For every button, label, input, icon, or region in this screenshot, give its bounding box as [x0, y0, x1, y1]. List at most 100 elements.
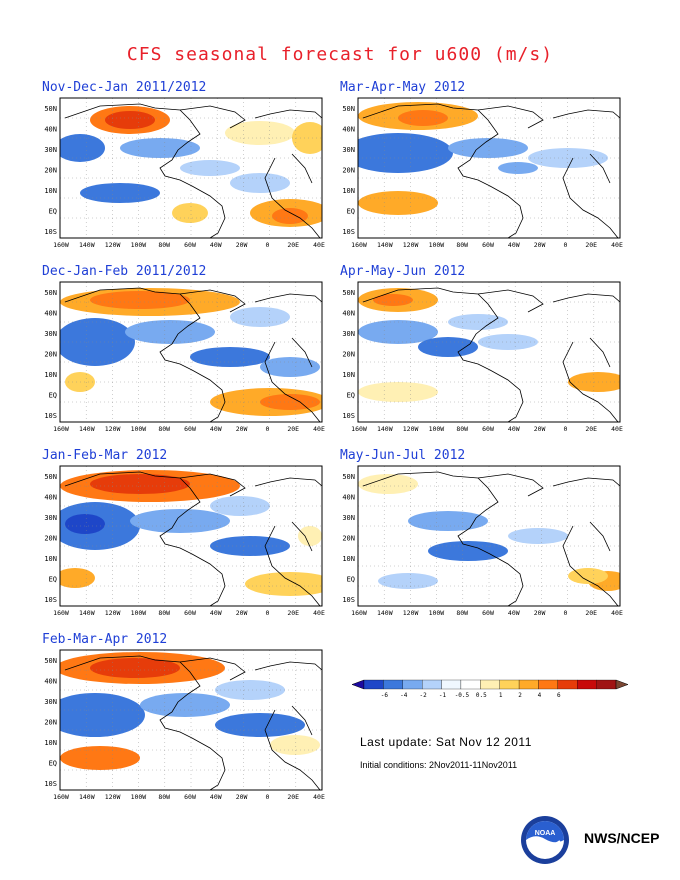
- coastline: [254, 293, 322, 303]
- lat-label: 40N: [44, 678, 57, 686]
- logo-text: NOAA: [535, 830, 556, 837]
- lon-label: 60W: [482, 425, 494, 433]
- lon-label: 160W: [351, 241, 367, 249]
- anomaly-shading: [358, 382, 438, 402]
- panel-title: Nov-Dec-Jan 2011/2012: [42, 80, 207, 95]
- coastline: [291, 337, 313, 368]
- coastline: [179, 105, 246, 129]
- panel-title: Feb-Mar-Apr 2012: [42, 632, 168, 647]
- colorbar-label: -1: [439, 692, 447, 699]
- colorbar-segment: [460, 679, 481, 690]
- lon-label: 100W: [429, 425, 445, 433]
- lon-label: 40E: [611, 609, 623, 617]
- panel-title: Mar-Apr-May 2012: [340, 80, 466, 95]
- lon-label: 80W: [456, 241, 468, 249]
- forecast-panel: Mar-Apr-May 2012 50N 40N 30N 20N 10N EQ 10S 160…: [338, 80, 623, 270]
- anomaly-shading: [60, 746, 140, 770]
- anomaly-shading: [230, 307, 290, 327]
- lat-label: EQ: [49, 208, 57, 216]
- lon-label: 160W: [53, 793, 69, 801]
- lon-label: 100W: [131, 241, 147, 249]
- lon-label: 140W: [79, 425, 95, 433]
- map-frame: [59, 649, 323, 791]
- lon-label: 100W: [131, 793, 147, 801]
- lat-label: 50N: [44, 473, 57, 481]
- lat-label: 10N: [342, 187, 355, 195]
- anomaly-shading: [125, 320, 215, 344]
- lat-label: EQ: [347, 392, 355, 400]
- lon-label: 20E: [287, 241, 299, 249]
- anomaly-shading: [358, 320, 438, 344]
- lon-label: 120W: [403, 609, 419, 617]
- lon-label: 20W: [534, 241, 546, 249]
- colorbar-segment: [538, 679, 558, 690]
- colorbar-label: 4: [538, 692, 542, 699]
- coastline: [291, 153, 313, 184]
- colorbar-segment: [557, 679, 578, 690]
- lat-label: EQ: [347, 576, 355, 584]
- anomaly-shading: [60, 134, 105, 162]
- colorbar-segment: [480, 679, 500, 690]
- lon-label: 20W: [236, 609, 248, 617]
- lat-label: 10S: [44, 228, 57, 236]
- lat-label: EQ: [49, 576, 57, 584]
- lat-label: 40N: [342, 126, 355, 134]
- coastline: [264, 525, 321, 606]
- coastline: [589, 337, 611, 368]
- anomaly-shading: [508, 528, 568, 544]
- colorbar-segment: [441, 679, 462, 690]
- lon-label: 120W: [403, 241, 419, 249]
- lat-label: 50N: [44, 105, 57, 113]
- coastline: [254, 477, 322, 487]
- coastline: [254, 109, 322, 119]
- lon-label: 60W: [482, 241, 494, 249]
- forecast-panel: Nov-Dec-Jan 2011/2012 50N 40N 30N 20N 10N EQ 1…: [40, 80, 325, 270]
- coastline: [589, 521, 611, 552]
- anomaly-shading: [90, 291, 190, 309]
- lon-label: 20W: [236, 241, 248, 249]
- anomaly-shading: [120, 138, 200, 158]
- lon-label: 40E: [313, 241, 325, 249]
- lon-label: 140W: [377, 241, 393, 249]
- lon-label: 160W: [351, 425, 367, 433]
- colorbar-segment: [499, 679, 520, 690]
- map-frame: [357, 465, 621, 607]
- lon-label: 140W: [377, 425, 393, 433]
- anomaly-shading: [210, 536, 290, 556]
- anomaly-shading: [215, 713, 305, 737]
- lon-label: 120W: [105, 241, 121, 249]
- lon-label: 120W: [105, 609, 121, 617]
- colorbar-label: 0.5: [476, 692, 487, 699]
- forecast-panel: Apr-May-Jun 2012 50N 40N 30N 20N 10N EQ 10S 160…: [338, 264, 623, 454]
- anomaly-shading: [60, 318, 135, 366]
- lon-label: 80W: [456, 425, 468, 433]
- coastline: [179, 289, 246, 313]
- lat-label: 10N: [44, 187, 57, 195]
- colorbar-label: 6: [557, 692, 561, 699]
- lon-label: 20E: [287, 425, 299, 433]
- lat-label: 50N: [44, 289, 57, 297]
- coastline: [562, 525, 619, 606]
- anomaly-shading: [272, 208, 308, 224]
- coastline: [64, 103, 226, 238]
- anomaly-shading: [358, 191, 438, 215]
- lon-label: 20E: [585, 241, 597, 249]
- lon-label: 60W: [482, 609, 494, 617]
- lat-label: 10S: [44, 596, 57, 604]
- anomaly-shading: [180, 160, 240, 176]
- lat-label: 50N: [342, 105, 355, 113]
- lat-label: 30N: [44, 330, 57, 338]
- coastline: [291, 521, 313, 552]
- coastline: [552, 477, 620, 487]
- lon-label: 40W: [210, 425, 222, 433]
- lat-label: 40N: [44, 494, 57, 502]
- anomaly-shading: [568, 568, 608, 584]
- lat-label: 30N: [44, 146, 57, 154]
- lon-label: 80W: [158, 793, 170, 801]
- coastline: [362, 471, 524, 606]
- lat-label: 30N: [342, 514, 355, 522]
- anomaly-shading: [230, 173, 290, 193]
- lon-label: 160W: [53, 425, 69, 433]
- anomaly-shading: [190, 347, 270, 367]
- lon-label: 40E: [611, 241, 623, 249]
